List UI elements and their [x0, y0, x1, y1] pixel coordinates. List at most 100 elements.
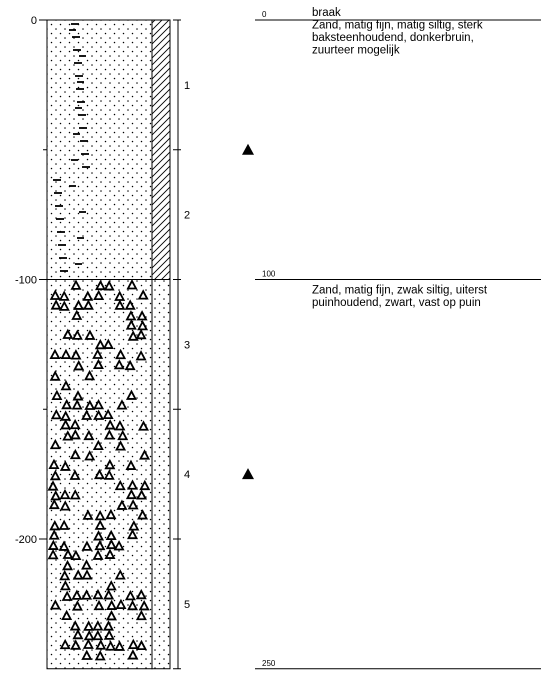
rubble-triangle [125, 319, 137, 330]
rubble-triangle [136, 489, 148, 500]
layer-description-line: Zand, matig fijn, zwak siltig, uiterst [312, 285, 488, 297]
rubble-triangle [58, 519, 70, 530]
rubble-triangle [102, 338, 114, 349]
rubble-triangle [113, 540, 125, 551]
rubble-triangle [92, 588, 104, 600]
layer-description-line: braak [312, 7, 341, 19]
rubble-triangle [124, 589, 136, 601]
rubble-triangle [83, 620, 95, 631]
rubble-triangle [127, 638, 139, 650]
rubble-triangle [48, 529, 60, 540]
rubble-triangle [103, 280, 115, 291]
rubble-triangle [128, 520, 140, 531]
layer-description-line: Zand, matig fijn, matig siltig, sterk [312, 20, 483, 32]
rubble-triangle [117, 429, 129, 441]
rubble-triangle [138, 600, 150, 611]
rubble-triangle [102, 408, 114, 420]
rubble-triangle [81, 649, 93, 660]
rubble-triangle [125, 488, 137, 500]
rubble-triangle [94, 539, 106, 551]
rubble-triangle [49, 289, 61, 300]
rubble-triangle [92, 348, 104, 359]
rubble-triangle [104, 419, 116, 430]
rubble-triangle [114, 420, 126, 431]
rubble-triangle [127, 649, 139, 660]
rubble-triangle [59, 569, 71, 581]
rubble-triangle [71, 329, 83, 340]
sample-label: 2 [184, 210, 190, 222]
rubble-triangle [81, 589, 93, 600]
rubble-triangle [137, 509, 149, 520]
rubble-triangle [116, 399, 128, 410]
rubble-triangle [93, 409, 105, 420]
rubble-triangle [135, 328, 147, 340]
rubble-triangle [105, 538, 117, 550]
rubble-triangle [61, 609, 73, 621]
rubble-triangle [105, 610, 117, 621]
rubble-triangle [69, 418, 81, 430]
rubble-triangle [94, 519, 106, 530]
depth-label: -200 [15, 534, 37, 546]
rubble-triangle [93, 289, 105, 301]
rubble-triangle [49, 348, 61, 360]
rubble-triangle [62, 430, 74, 441]
rubble-triangle [127, 499, 139, 510]
rubble-triangle [125, 310, 137, 321]
rubble-triangle [114, 479, 126, 491]
rubble-triangle [47, 548, 59, 560]
rubble-triangle [94, 338, 106, 350]
rubble-triangle [92, 439, 104, 451]
rubble-triangle [70, 349, 82, 360]
groundwater-markers [242, 143, 254, 480]
rubble-triangle [103, 429, 115, 440]
rubble-triangle [116, 499, 128, 510]
rubble-triangle [49, 520, 61, 531]
rubble-triangle [135, 609, 147, 621]
depth-axis: 0 -100 -200 [15, 15, 47, 546]
rubble-triangle [115, 348, 127, 360]
rubble-triangle [82, 638, 94, 649]
rubble-triangle [71, 589, 83, 600]
layer-description-line: zuurteer mogelijk [312, 45, 400, 57]
rubble-triangle [93, 468, 105, 480]
rubble-triangle [114, 299, 126, 310]
rubble-triangle [105, 640, 117, 651]
rubble-triangle [103, 469, 115, 480]
groundwater-marker [242, 468, 254, 480]
layer-top-depth: 0 [262, 10, 267, 19]
rubble-triangle [82, 299, 94, 310]
rubble-triangle [127, 330, 139, 341]
rubble-triangle [69, 489, 81, 500]
rubble-triangle [71, 399, 83, 410]
rubble-triangle [48, 498, 60, 510]
rubble-triangle [127, 479, 139, 490]
rubble-triangle [95, 279, 107, 291]
rubble-triangle [70, 639, 82, 650]
rubble-triangle [62, 328, 74, 339]
rubble-triangle [83, 629, 95, 641]
rubble-triangle [60, 419, 72, 430]
rubble-triangle [50, 490, 62, 501]
rubble-triangle [92, 358, 104, 370]
rubble-triangle [71, 309, 83, 320]
rubble-triangle [135, 350, 147, 361]
rubble-triangle [125, 389, 137, 400]
rubble-triangle [92, 549, 104, 560]
rubble-triangle [59, 500, 71, 511]
rubble-triangle [58, 290, 70, 301]
rubble-triangle [69, 429, 81, 440]
rubble-triangle [139, 479, 151, 491]
filter-segment-2 [151, 279, 171, 670]
rubble-triangle [93, 530, 105, 541]
rubble-triangle [94, 650, 106, 661]
rubble-triangle [114, 569, 126, 580]
sample-label: 5 [184, 599, 190, 611]
rubble-triangle [81, 569, 93, 580]
rubble-triangle [73, 299, 85, 310]
rubble-triangle [95, 639, 107, 650]
rubble-triangle [124, 359, 136, 371]
rubble-triangle [47, 480, 59, 491]
rubble-triangle [103, 589, 115, 600]
filter-segment-1 [151, 19, 171, 280]
rubble-triangle [73, 360, 85, 371]
